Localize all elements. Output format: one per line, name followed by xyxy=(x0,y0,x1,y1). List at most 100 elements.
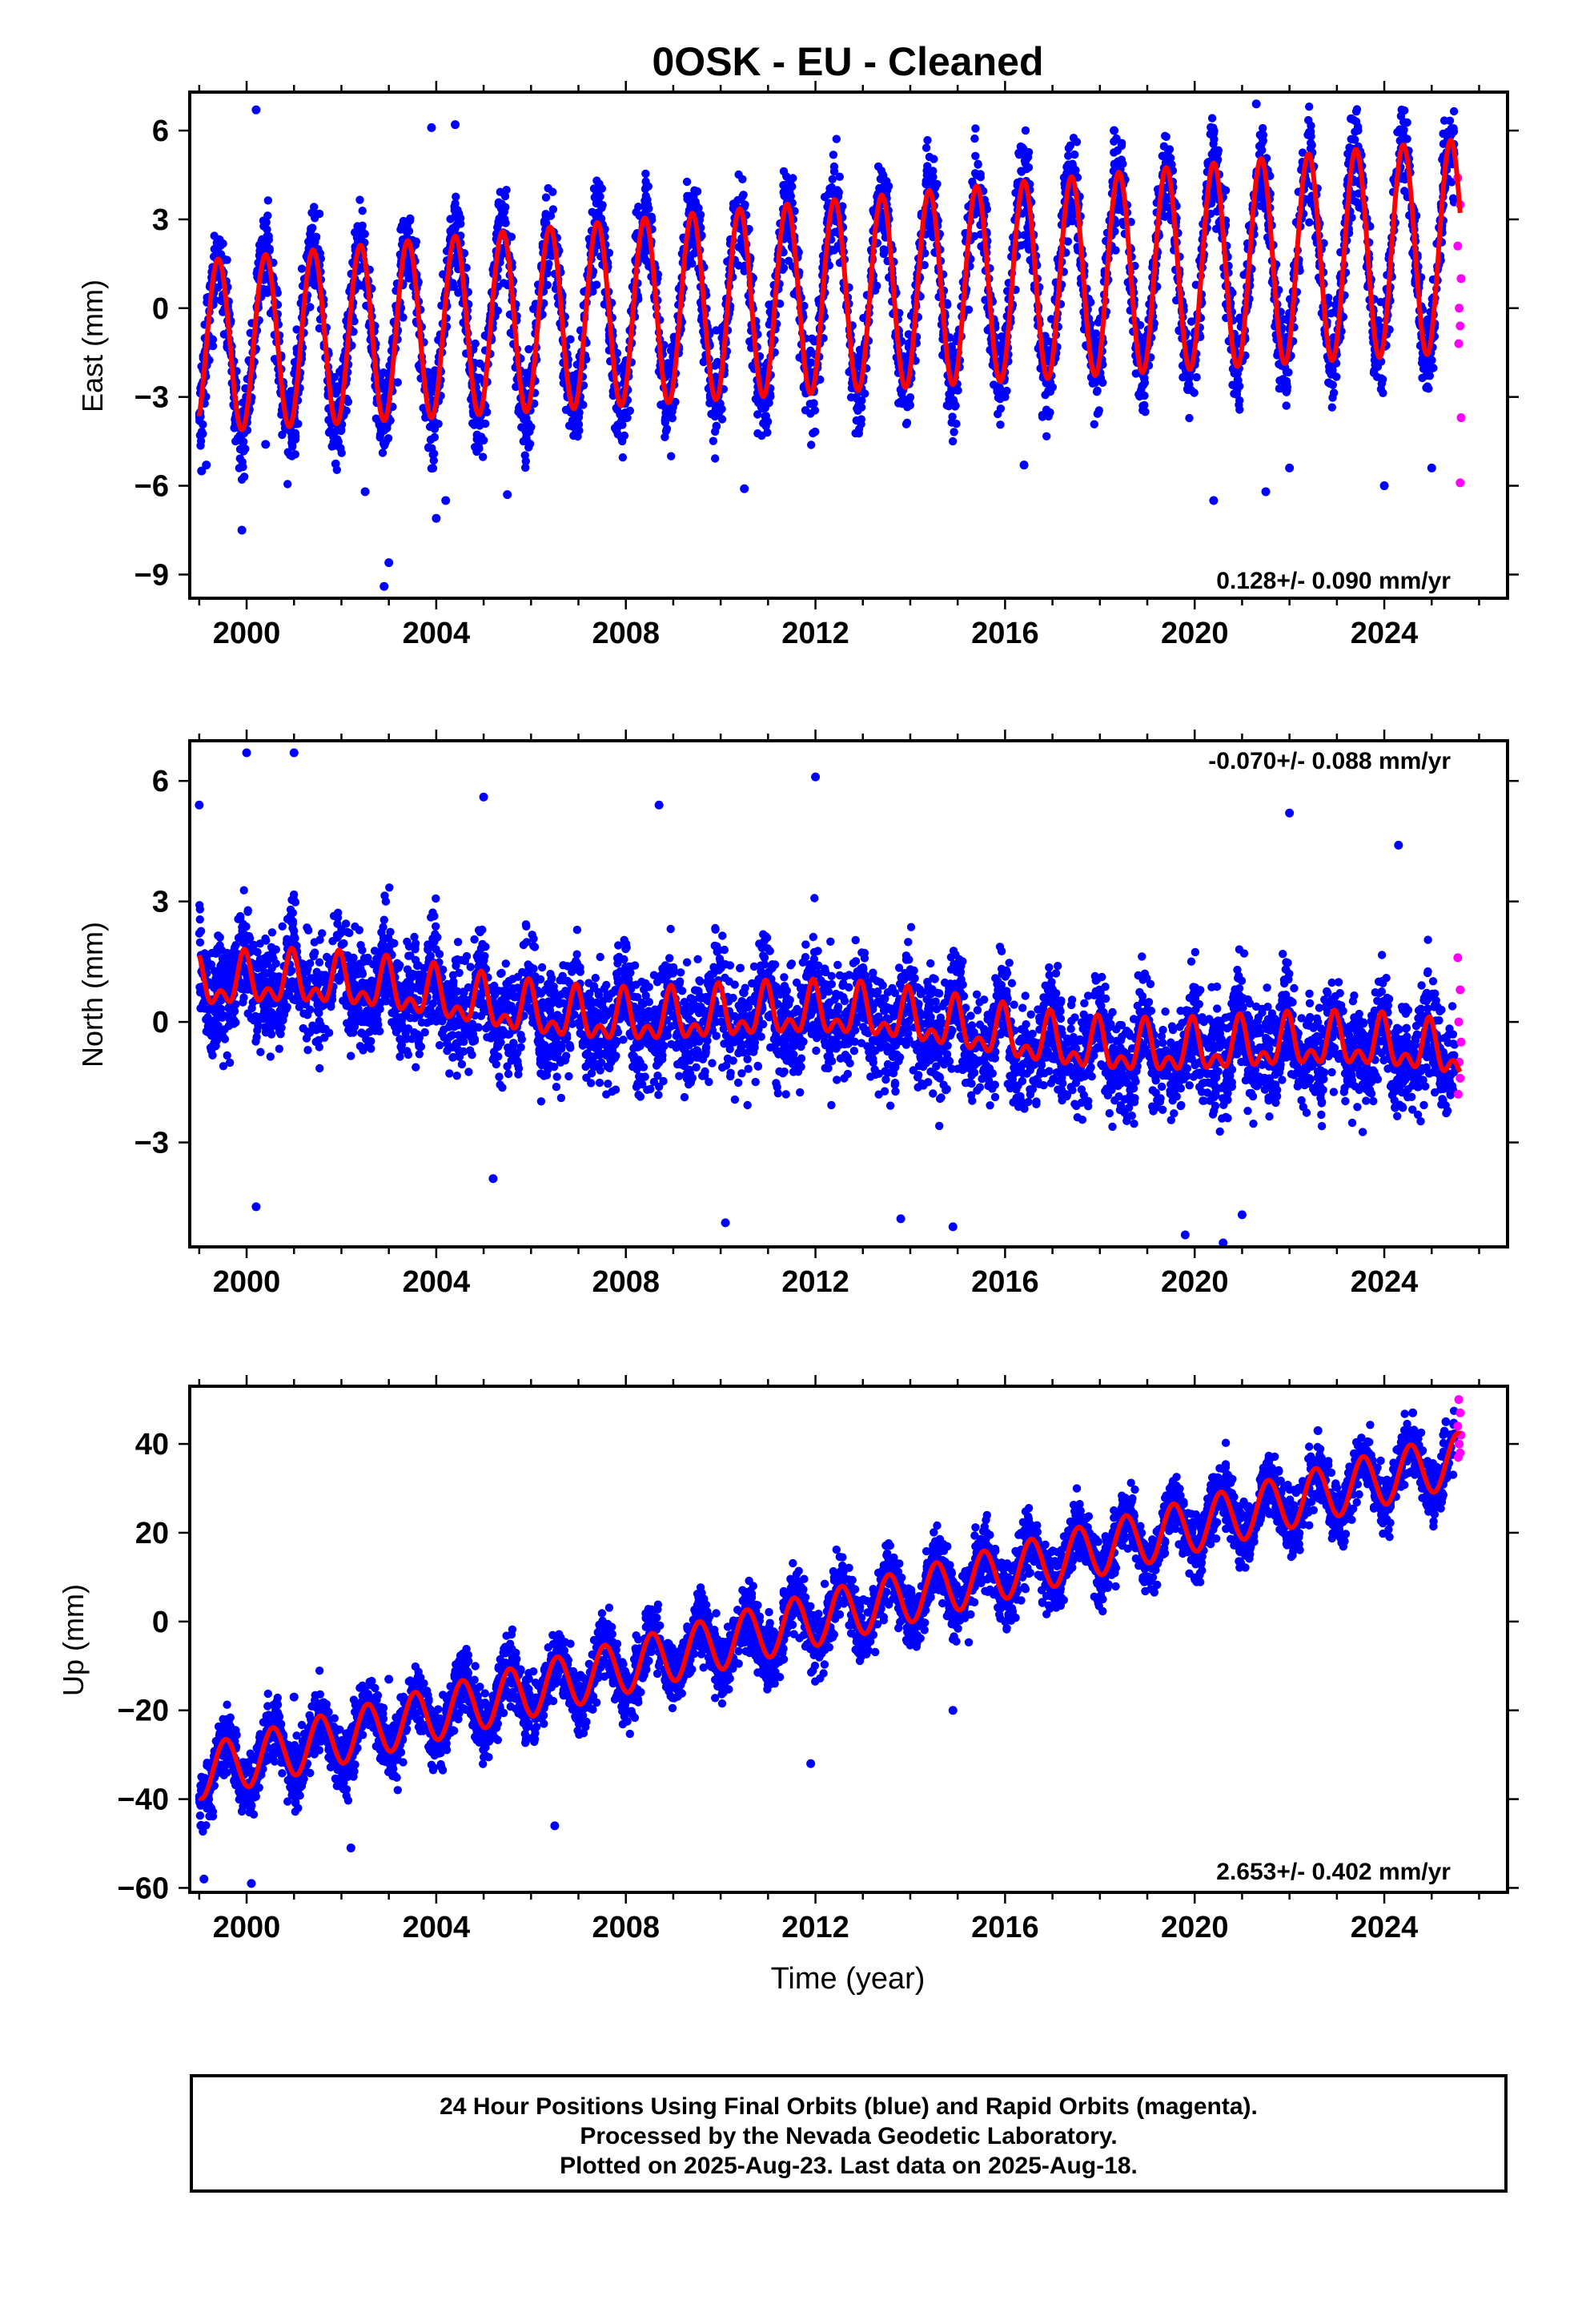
east-final-point xyxy=(1235,405,1244,414)
east-final-point xyxy=(572,416,582,426)
east-final-point xyxy=(1439,116,1449,125)
east-final-point xyxy=(1046,408,1054,417)
east-final-point xyxy=(352,233,362,242)
east-final-point xyxy=(358,207,367,215)
east-final-point xyxy=(1327,370,1335,379)
east-final-point xyxy=(930,155,938,163)
east-final-point xyxy=(711,427,720,436)
east-final-point xyxy=(1185,380,1194,389)
east-final-point xyxy=(1021,239,1030,249)
east-final-point xyxy=(921,143,931,152)
east-final-point xyxy=(641,191,650,200)
east-final-point xyxy=(1448,194,1458,203)
east-final-point xyxy=(996,420,1005,429)
east-final-point xyxy=(522,436,531,445)
east-final-point xyxy=(544,183,552,193)
east-final-point xyxy=(1376,384,1386,394)
east-final-point xyxy=(1042,432,1051,440)
east-final-point xyxy=(448,226,457,235)
east-final-point xyxy=(329,432,338,441)
east-final-point xyxy=(1090,420,1099,428)
east-final-point xyxy=(1233,375,1243,384)
east-final-point xyxy=(1098,378,1107,387)
east-final-point xyxy=(753,410,762,419)
east-final-point xyxy=(1328,393,1337,402)
east-final-point xyxy=(1185,413,1194,423)
east-final-point xyxy=(829,167,839,176)
east-final-point xyxy=(738,175,747,183)
east-final-point xyxy=(1094,408,1103,417)
east-final-point xyxy=(450,203,460,212)
east-final-point xyxy=(263,225,271,234)
east-final-point xyxy=(1064,151,1073,160)
east-final-point xyxy=(854,424,864,434)
east-final-point xyxy=(807,440,816,449)
east-final-point xyxy=(330,372,339,382)
east-final-point xyxy=(1423,382,1432,391)
east-final-point xyxy=(1235,396,1244,405)
east-final-point xyxy=(494,198,504,207)
east-final-point xyxy=(1014,148,1023,158)
east-final-point xyxy=(1298,148,1307,157)
east-final-point xyxy=(738,191,747,200)
east-final-point xyxy=(1038,411,1047,420)
east-final-point xyxy=(1351,135,1359,144)
east-final-point xyxy=(1305,218,1314,227)
east-final-point xyxy=(259,216,268,225)
east-final-point xyxy=(832,135,841,143)
east-final-point xyxy=(623,413,632,422)
east-final-point xyxy=(1282,401,1291,410)
east-final-point xyxy=(904,330,913,339)
figure-title: 0OSK - EU - Cleaned xyxy=(652,39,1044,84)
east-final-point xyxy=(285,393,294,403)
east-final-point xyxy=(852,416,861,425)
east-final-point xyxy=(1403,118,1411,127)
east-final-point xyxy=(1186,317,1196,326)
east-final-point xyxy=(235,454,244,463)
east-final-point xyxy=(780,188,789,197)
east-final-point xyxy=(761,412,770,420)
east-final-point xyxy=(997,332,1006,341)
east-final-point xyxy=(643,200,652,209)
east-final-point xyxy=(711,454,720,463)
east-final-point xyxy=(541,210,550,219)
east-final-point xyxy=(1399,106,1409,115)
east-final-point xyxy=(682,177,692,187)
east-final-point xyxy=(684,195,693,203)
east-final-point xyxy=(970,134,979,143)
east-final-point xyxy=(497,210,507,219)
east-final-point xyxy=(456,214,465,223)
east-final-point xyxy=(945,395,954,404)
east-final-point xyxy=(661,427,671,436)
east-final-point xyxy=(548,205,558,214)
east-final-point xyxy=(693,187,702,196)
east-final-point xyxy=(297,264,307,273)
east-final-point xyxy=(287,452,296,460)
east-final-point xyxy=(1118,139,1126,147)
east-final-point xyxy=(397,222,407,231)
east-final-point xyxy=(481,419,490,428)
east-final-point xyxy=(948,412,957,421)
east-final-point xyxy=(1162,152,1172,161)
east-final-point xyxy=(1207,114,1217,123)
east-final-point xyxy=(278,430,287,440)
east-final-point xyxy=(1066,141,1075,150)
east-final-point xyxy=(661,416,669,424)
east-final-point xyxy=(1232,387,1242,396)
east-final-point xyxy=(1017,167,1026,175)
east-final-point xyxy=(1140,400,1149,410)
east-final-point xyxy=(541,193,551,202)
east-final-point xyxy=(902,418,912,428)
east-final-point xyxy=(291,432,300,441)
east-final-point xyxy=(618,453,628,462)
east-final-point xyxy=(1304,115,1313,125)
east-final-point xyxy=(263,196,272,205)
east-final-point xyxy=(1206,130,1215,139)
east-final-point xyxy=(1417,359,1427,368)
east-final-point xyxy=(835,172,845,181)
east-final-point xyxy=(613,420,622,429)
east-final-point xyxy=(520,451,529,460)
east-final-point xyxy=(195,416,204,425)
east-final-point xyxy=(971,151,980,160)
east-scatter xyxy=(195,92,1466,591)
